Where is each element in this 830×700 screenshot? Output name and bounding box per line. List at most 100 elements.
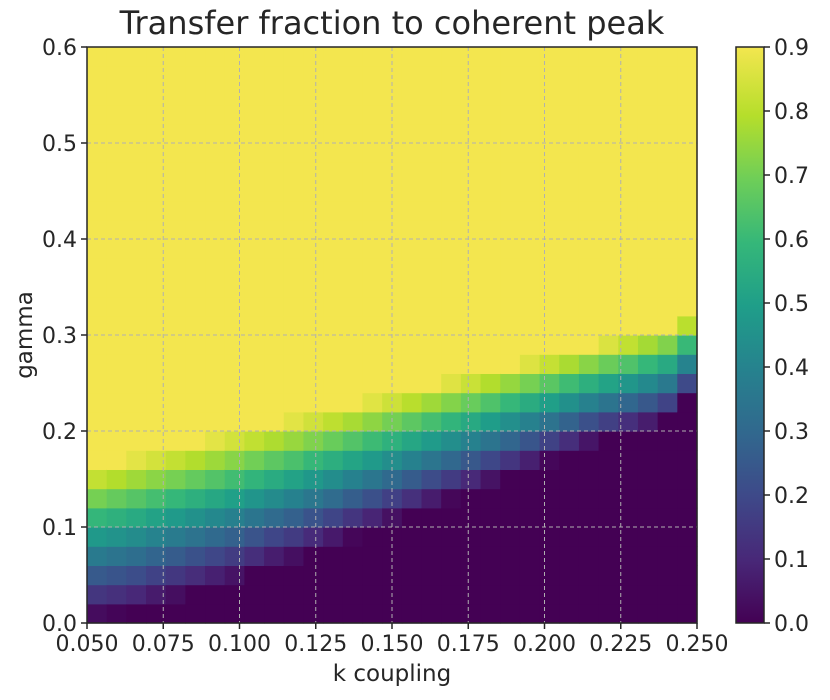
heatmap-cell	[598, 277, 619, 298]
heatmap-cell	[559, 277, 580, 298]
heatmap-cell	[264, 392, 285, 413]
heatmap-cell	[441, 450, 462, 470]
heatmap-cell	[87, 411, 108, 432]
heatmap-cell	[677, 354, 698, 374]
heatmap-cell	[205, 469, 226, 490]
heatmap-cell	[283, 200, 305, 221]
heatmap-cell	[244, 335, 265, 355]
heatmap-cell	[303, 219, 324, 240]
heatmap-cell	[677, 488, 698, 509]
heatmap-cell	[401, 85, 423, 106]
heatmap-cell	[519, 143, 541, 163]
heatmap-cell	[323, 373, 344, 394]
heatmap-cell	[618, 123, 639, 144]
heatmap-cell	[539, 565, 560, 586]
heatmap-cell	[559, 507, 580, 528]
heatmap-cell	[637, 239, 659, 259]
heatmap-cell	[559, 546, 580, 566]
heatmap-cell	[598, 335, 619, 355]
heatmap-cell	[598, 527, 619, 547]
heatmap-cell	[519, 488, 541, 509]
heatmap-cell	[264, 162, 285, 182]
heatmap-cell	[87, 47, 108, 67]
heatmap-cell	[559, 47, 580, 67]
heatmap-cell	[106, 85, 127, 106]
heatmap-cell	[165, 431, 186, 451]
colorbar-tick-label: 0.7	[774, 164, 809, 189]
heatmap-cell	[303, 488, 324, 509]
y-axis-label: gamma	[12, 291, 38, 379]
heatmap-cell	[362, 565, 383, 586]
heatmap-cell	[539, 315, 560, 336]
heatmap-cell	[303, 335, 324, 355]
heatmap-cell	[87, 143, 108, 163]
heatmap-cell	[677, 200, 698, 221]
heatmap-cell	[500, 315, 521, 336]
heatmap-cell	[598, 392, 619, 413]
heatmap-cell	[401, 104, 423, 125]
heatmap-cell	[637, 66, 659, 86]
heatmap-cell	[185, 162, 206, 182]
heatmap-cell	[421, 200, 442, 221]
heatmap-cell	[637, 507, 659, 528]
heatmap-cell	[421, 392, 442, 413]
heatmap-cell	[657, 335, 678, 355]
heatmap-cell	[441, 47, 462, 67]
heatmap-cell	[441, 296, 462, 317]
heatmap-cell	[480, 315, 501, 336]
heatmap-cell	[421, 469, 442, 490]
heatmap-cell	[264, 507, 285, 528]
heatmap-cell	[87, 488, 108, 509]
heatmap-cell	[539, 123, 560, 144]
heatmap-cell	[598, 565, 619, 586]
heatmap-cell	[480, 277, 501, 298]
heatmap-cell	[519, 85, 541, 106]
heatmap-cell	[205, 603, 226, 624]
heatmap-cell	[205, 104, 226, 125]
heatmap-cell	[401, 469, 423, 490]
heatmap-cell	[559, 258, 580, 278]
heatmap-cell	[519, 373, 541, 394]
heatmap-cell	[421, 104, 442, 125]
y-tick-label: 0.5	[42, 132, 77, 157]
heatmap-cell	[500, 258, 521, 278]
heatmap-cell	[205, 373, 226, 394]
heatmap-cell	[637, 104, 659, 125]
colorbar-tick-label: 0.5	[774, 292, 809, 317]
heatmap-cell	[618, 296, 639, 317]
heatmap-cell	[323, 239, 344, 259]
heatmap-cell	[401, 431, 423, 451]
heatmap-cell	[519, 392, 541, 413]
heatmap-cell	[87, 239, 108, 259]
heatmap-cell	[657, 258, 678, 278]
heatmap-cell	[185, 143, 206, 163]
heatmap-cell	[362, 200, 383, 221]
heatmap-cell	[283, 450, 305, 470]
heatmap-cell	[165, 411, 186, 432]
heatmap-cell	[165, 565, 186, 586]
heatmap-cell	[342, 47, 364, 67]
heatmap-cell	[421, 546, 442, 566]
heatmap-cell	[224, 603, 246, 624]
heatmap-cell	[559, 392, 580, 413]
x-tick-label: 0.050	[56, 632, 119, 657]
heatmap-cell	[578, 66, 600, 86]
heatmap-cell	[126, 335, 147, 355]
heatmap-cell	[657, 527, 678, 547]
heatmap-cell	[283, 392, 305, 413]
colorbar-tick-label: 0.8	[774, 100, 809, 125]
heatmap-cell	[637, 162, 659, 182]
heatmap-cell	[578, 546, 600, 566]
heatmap-cell	[460, 354, 482, 374]
heatmap-cell	[401, 546, 423, 566]
colorbar-tick-label: 0.4	[774, 356, 809, 381]
heatmap-cell	[244, 123, 265, 144]
heatmap-cell	[185, 450, 206, 470]
heatmap-cell	[598, 431, 619, 451]
heatmap-cell	[205, 488, 226, 509]
heatmap-cell	[519, 47, 541, 67]
heatmap-cell	[87, 392, 108, 413]
heatmap-cell	[165, 123, 186, 144]
heatmap-cell	[559, 219, 580, 240]
heatmap-cell	[283, 603, 305, 624]
